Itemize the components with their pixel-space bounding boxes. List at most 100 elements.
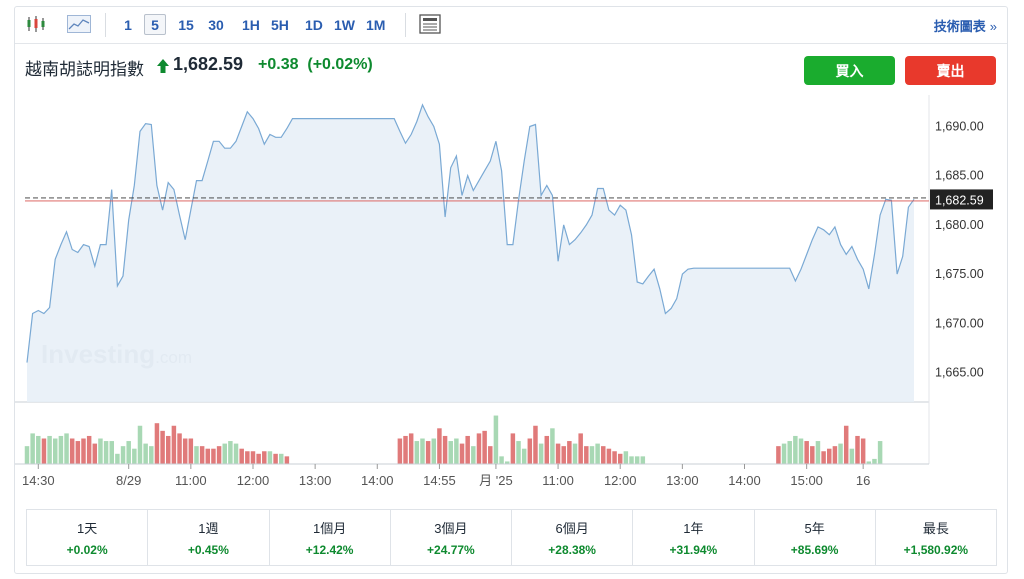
x-tick-label: 14:00 [361,473,394,488]
volume-bar [177,433,182,464]
volume-bar [877,441,883,464]
period-change: +1,580.92% [903,543,969,557]
last-price-badge-label: 1,682.59 [935,193,984,207]
volume-bar [137,425,143,464]
volume-bar [245,451,250,464]
timeframe-15-button[interactable]: 15 [178,16,194,33]
period-label: 1週 [198,521,219,536]
timeframe-5h-button[interactable]: 5H [271,16,289,33]
volume-bar [499,456,504,464]
period-change: +24.77% [427,543,475,557]
timeframe-1w-button[interactable]: 1W [334,16,355,33]
y-tick-label: 1,680.00 [935,218,984,232]
newspaper-icon[interactable] [418,13,442,35]
y-tick-label: 1,670.00 [935,316,984,330]
volume-bar [256,453,261,464]
x-tick-label: 13:00 [666,473,699,488]
sell-button[interactable]: 賣出 [905,56,996,85]
volume-bar [165,435,171,464]
volume-bar [24,446,30,464]
volume-bar [58,435,64,464]
x-tick-label: 16 [856,473,870,488]
volume-bar [267,451,273,464]
x-tick-label: 12:00 [604,473,637,488]
timeframe-30-button[interactable]: 30 [208,16,224,33]
volume-bar [606,448,612,464]
x-tick-label: 12:00 [237,473,270,488]
volume-bar [103,441,109,464]
x-tick-label: 月 '25 [479,473,513,488]
volume-bar [521,448,527,464]
volume-bar [776,446,781,464]
x-tick-label: 15:00 [790,473,823,488]
x-tick-label: 11:00 [542,473,574,488]
volume-bar [550,428,555,464]
price-line [26,103,915,363]
x-tick-label: 8/29 [116,473,141,488]
volume-bar [561,446,566,464]
volume-bar [126,441,131,464]
volume-bar [442,435,448,464]
technical-chart-link[interactable]: 技術圖表» [934,16,997,35]
volume-bar [171,425,177,464]
volume-bar [493,415,499,464]
x-tick-label: 14:30 [22,473,55,488]
timeframe-1-button[interactable]: 1 [124,16,132,33]
period-label: 3個月 [434,521,468,536]
volume-bar [578,433,583,464]
volume-bar [222,443,227,464]
volume-bar [471,446,476,464]
period-cell[interactable]: 1個月 +12.42% [270,510,391,565]
volume-bar [132,448,137,464]
chart-widget: 1 5 15 30 1H 5H 1D 1W 1M 技術圖表» 越南胡誌明指數 1,682.59 … [14,6,1008,574]
volume-bar [804,441,809,464]
y-tick-label: 1,685.00 [935,169,984,183]
area-chart-icon[interactable] [67,13,91,35]
timeframe-1m-button[interactable]: 1M [366,16,386,33]
timeframe-5-button[interactable]: 5 [144,14,166,35]
buy-button[interactable]: 買入 [804,56,895,85]
volume-bar [205,448,211,464]
volume-bar [629,456,634,464]
volume-bar [81,438,86,464]
last-price: 1,682.59 [173,54,244,74]
volume-bar [787,441,792,464]
toolbar-divider [105,13,106,37]
volume-bar [584,446,589,464]
period-cell[interactable]: 1天 +0.02% [27,510,149,565]
period-cell[interactable]: 1週 +0.45% [148,510,270,565]
instrument-name: 越南胡誌明指數 [25,60,144,79]
volume-bar [617,453,623,464]
price-chart[interactable]: Investing.com1,690.001,685.001,680.001,6… [15,95,1007,500]
period-label: 5年 [804,521,825,536]
period-cell[interactable]: 3個月 +24.77% [391,510,512,565]
price-change: +0.38 (+0.02%) [258,56,373,74]
volume-bar [284,456,290,464]
timeframe-1d-button[interactable]: 1D [305,16,323,33]
volume-bar [182,438,188,464]
volume-bar [47,435,52,464]
volume-bar [403,435,408,464]
candlestick-icon[interactable] [25,13,47,35]
period-label: 1年 [683,521,704,536]
x-tick-label: 13:00 [299,473,332,488]
volume-bar [821,451,826,464]
volume-bar [810,446,815,464]
volume-bar [832,446,838,464]
period-cell[interactable]: 6個月 +28.38% [512,510,634,565]
volume-bar [30,433,35,464]
period-cell[interactable]: 最長 +1,580.92% [876,510,996,565]
volume-bar [533,425,538,464]
volume-bar [188,438,194,464]
timeframe-1h-button[interactable]: 1H [242,16,260,33]
chevron-right-icon: » [989,19,997,34]
volume-bar [408,433,414,464]
period-label: 1天 [77,521,98,536]
toolbar-divider [405,13,406,37]
period-cell[interactable]: 1年 +31.94% [633,510,755,565]
period-cell[interactable]: 5年 +85.69% [755,510,876,565]
volume-bar [41,438,47,464]
period-change: +85.69% [790,543,839,557]
volume-bar [115,453,120,464]
volume-bar [109,441,114,464]
